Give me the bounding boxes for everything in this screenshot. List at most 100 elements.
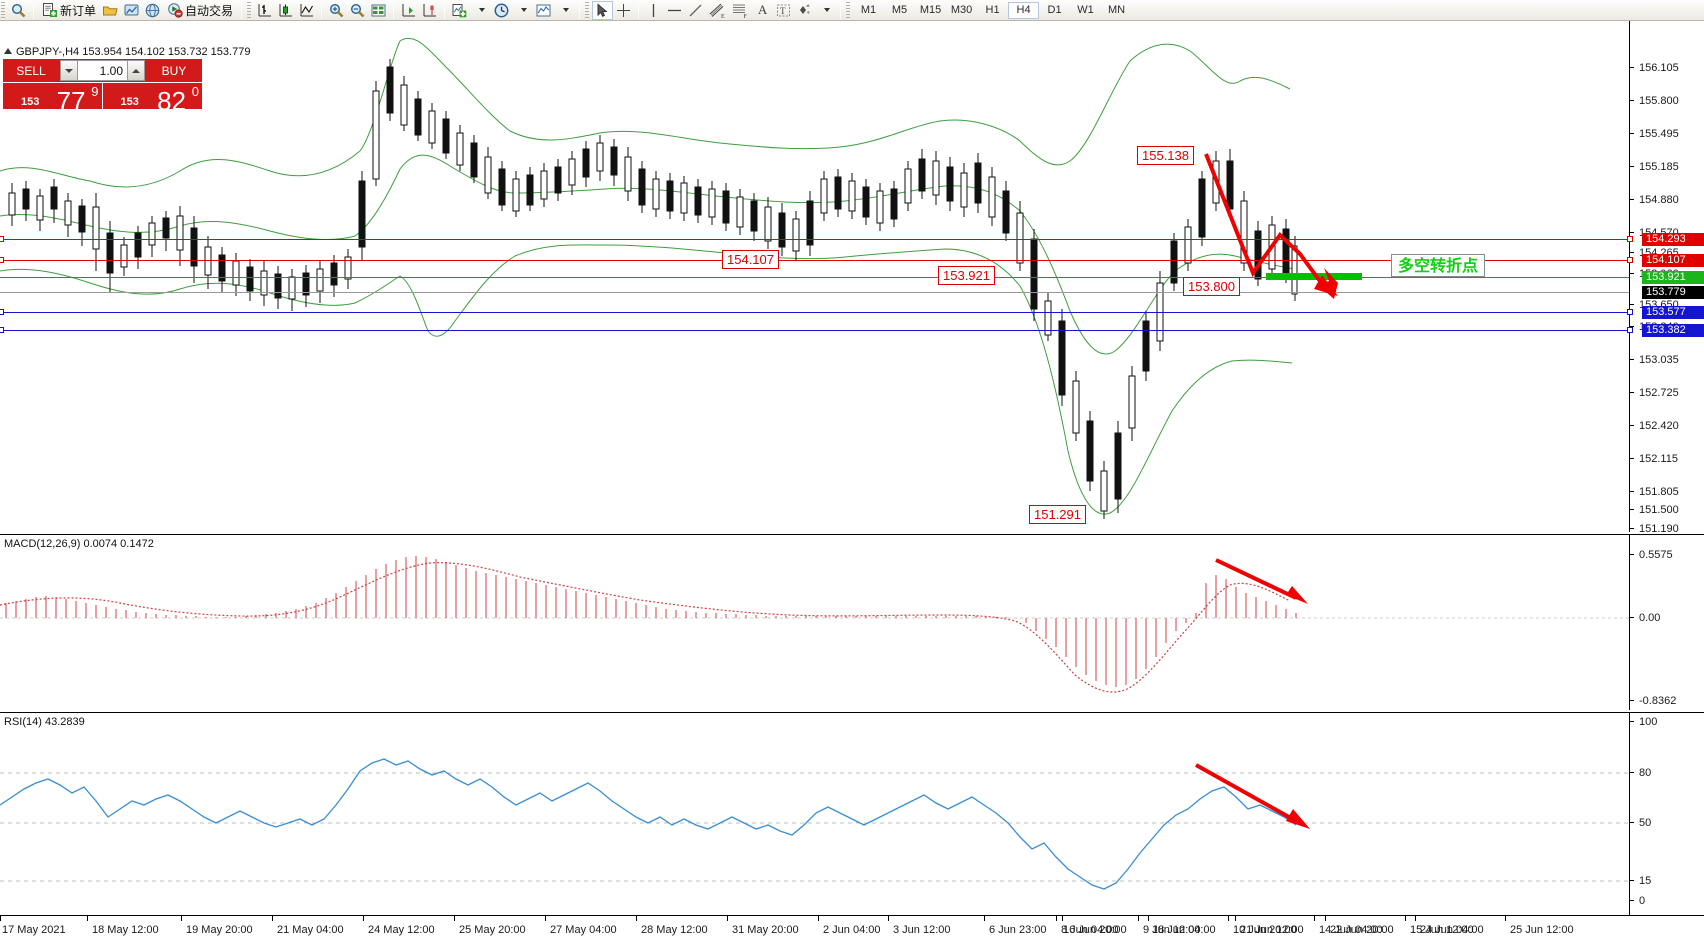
candle-chart-button[interactable]: [275, 1, 296, 20]
periods-dropdown[interactable]: [512, 1, 533, 20]
price-tick: 153.035: [1630, 354, 1704, 366]
timeframe-d1[interactable]: D1: [1047, 4, 1062, 16]
collapse-arrow-icon[interactable]: [4, 48, 12, 54]
price-level-line-153921[interactable]: [0, 277, 1630, 278]
cursor-icon: [597, 2, 608, 17]
toolbar-grip[interactable]: [1, 1, 5, 19]
data-window-button[interactable]: [368, 1, 389, 20]
fibonacci-button[interactable]: F: [729, 1, 752, 20]
macd-plot-area[interactable]: [0, 535, 1630, 710]
templates-dropdown[interactable]: [554, 1, 575, 20]
level-label-153921[interactable]: 153.921: [1642, 271, 1704, 284]
price-scale[interactable]: 156.105 155.800 155.495 155.185 154.880 …: [1630, 21, 1704, 535]
symbol-info-bar[interactable]: GBPJPY-,H4 153.954 154.102 153.732 153.7…: [4, 46, 250, 58]
sell-button[interactable]: SELL: [3, 59, 59, 82]
folder-icon-button[interactable]: [100, 1, 121, 20]
price-level-line-154293[interactable]: [0, 239, 1630, 240]
new-order-button[interactable]: 新订单: [38, 1, 100, 20]
annotation-151291[interactable]: 151.291: [1029, 505, 1086, 524]
chart-shift-button[interactable]: [419, 1, 440, 20]
level-handle[interactable]: [0, 257, 4, 263]
magnifier-icon: [11, 3, 26, 17]
timeframe-h1[interactable]: H1: [985, 4, 1000, 16]
red-down-arrow-macd[interactable]: [0, 535, 1630, 710]
price-level-line-153382[interactable]: [0, 330, 1630, 331]
volume-decrease-button[interactable]: [60, 60, 78, 81]
annotation-155138[interactable]: 155.138: [1137, 146, 1194, 165]
text-label-button[interactable]: T: [773, 1, 794, 20]
annotation-153800[interactable]: 153.800: [1183, 277, 1240, 296]
autotrading-button[interactable]: 自动交易: [163, 1, 237, 20]
timeframe-m1[interactable]: M1: [860, 4, 877, 16]
shapes-button[interactable]: [794, 1, 815, 20]
time-axis[interactable]: 17 May 2021 18 May 12:00 19 May 20:00 21…: [0, 915, 1704, 943]
red-down-arrow-price[interactable]: [0, 21, 1630, 532]
red-down-arrow-rsi[interactable]: [0, 713, 1630, 915]
one-click-trading-panel[interactable]: SELL 1.00 BUY 153 77 9 153 82 0: [3, 59, 202, 114]
vertical-line-button[interactable]: [643, 1, 664, 20]
timeframe-m5[interactable]: M5: [891, 4, 908, 16]
indicators-dropdown[interactable]: [470, 1, 491, 20]
price-plot-area[interactable]: [0, 21, 1630, 532]
indicators-button[interactable]: [449, 1, 470, 20]
volume-control[interactable]: 1.00: [59, 59, 146, 82]
timeframe-mn[interactable]: MN: [1107, 4, 1126, 16]
level-label-153382[interactable]: 153.382: [1642, 324, 1704, 337]
chart-window[interactable]: 156.105 155.800 155.495 155.185 154.880 …: [0, 21, 1704, 943]
timeframe-m30[interactable]: M30: [950, 4, 973, 16]
globe-icon-button[interactable]: [142, 1, 163, 20]
shapes-dropdown[interactable]: [815, 1, 836, 20]
level-handle[interactable]: [0, 236, 4, 242]
zoom-in-button[interactable]: [326, 1, 347, 20]
macd-tick: -0.8362: [1630, 695, 1704, 707]
timeframe-m15[interactable]: M15: [919, 4, 942, 16]
buy-button[interactable]: BUY: [146, 59, 202, 82]
periods-button[interactable]: [491, 1, 512, 20]
toolbar-grip[interactable]: [247, 1, 252, 19]
price-level-line-153577[interactable]: [0, 312, 1630, 313]
timeframe-h4[interactable]: H4: [1008, 1, 1040, 19]
level-handle[interactable]: [1627, 257, 1633, 263]
signals-icon-button[interactable]: [121, 1, 142, 20]
zoom-out-button[interactable]: [347, 1, 368, 20]
bar-chart-button[interactable]: [254, 1, 275, 20]
chevron-up-icon: [132, 68, 140, 73]
equidistant-channel-button[interactable]: E: [706, 1, 729, 20]
buy-price-display[interactable]: 153 82 0: [102, 82, 202, 114]
level-label-153577[interactable]: 153.577: [1642, 306, 1704, 319]
level-handle[interactable]: [0, 309, 4, 315]
trendline-button[interactable]: [685, 1, 706, 20]
magnifier-icon-button[interactable]: [8, 1, 29, 20]
level-handle[interactable]: [1627, 309, 1633, 315]
annotation-153921[interactable]: 153.921: [938, 266, 995, 285]
svg-text:E: E: [721, 14, 725, 19]
volume-increase-button[interactable]: [127, 60, 145, 81]
annotation-154107[interactable]: 154.107: [722, 250, 779, 269]
cursor-button[interactable]: [592, 0, 614, 20]
timeframe-w1[interactable]: W1: [1077, 4, 1094, 16]
level-handle[interactable]: [0, 327, 4, 333]
rsi-panel[interactable]: RSI(14) 43.2839 100 80 50 15 0: [0, 712, 1704, 915]
templates-button[interactable]: [533, 1, 554, 20]
line-chart-button[interactable]: [296, 1, 317, 20]
macd-tick: 0.5575: [1630, 549, 1704, 561]
rsi-plot-area[interactable]: [0, 713, 1630, 915]
level-handle[interactable]: [1627, 327, 1633, 333]
toolbar-grip[interactable]: [846, 1, 851, 19]
price-level-line-154107[interactable]: [0, 260, 1630, 261]
horizontal-line-button[interactable]: [664, 1, 685, 20]
macd-panel[interactable]: MACD(12,26,9) 0.0074 0.1472: [0, 534, 1704, 710]
time-label: 2 Jun 04:00: [823, 924, 881, 936]
toolbar-grip[interactable]: [585, 1, 590, 19]
price-panel[interactable]: 156.105 155.800 155.495 155.185 154.880 …: [0, 21, 1704, 535]
level-handle[interactable]: [1627, 236, 1633, 242]
auto-scroll-button[interactable]: [398, 1, 419, 20]
level-label-154107[interactable]: 154.107: [1642, 254, 1704, 267]
green-support-bar[interactable]: [1266, 273, 1362, 280]
crosshair-button[interactable]: [613, 1, 634, 20]
volume-input[interactable]: 1.00: [78, 60, 127, 81]
text-button[interactable]: A: [752, 1, 773, 20]
annotation-turning-point[interactable]: 多空转折点: [1391, 254, 1486, 277]
level-label-154293[interactable]: 154.293: [1642, 233, 1704, 246]
sell-price-display[interactable]: 153 77 9: [3, 82, 103, 114]
